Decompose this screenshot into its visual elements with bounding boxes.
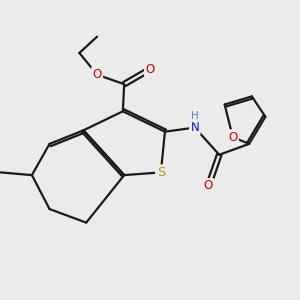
Text: O: O: [146, 63, 154, 76]
Text: O: O: [92, 68, 102, 81]
Text: N: N: [190, 121, 199, 134]
Text: S: S: [157, 166, 165, 179]
Text: H: H: [191, 111, 199, 121]
Text: O: O: [204, 179, 213, 193]
Text: O: O: [228, 130, 237, 144]
